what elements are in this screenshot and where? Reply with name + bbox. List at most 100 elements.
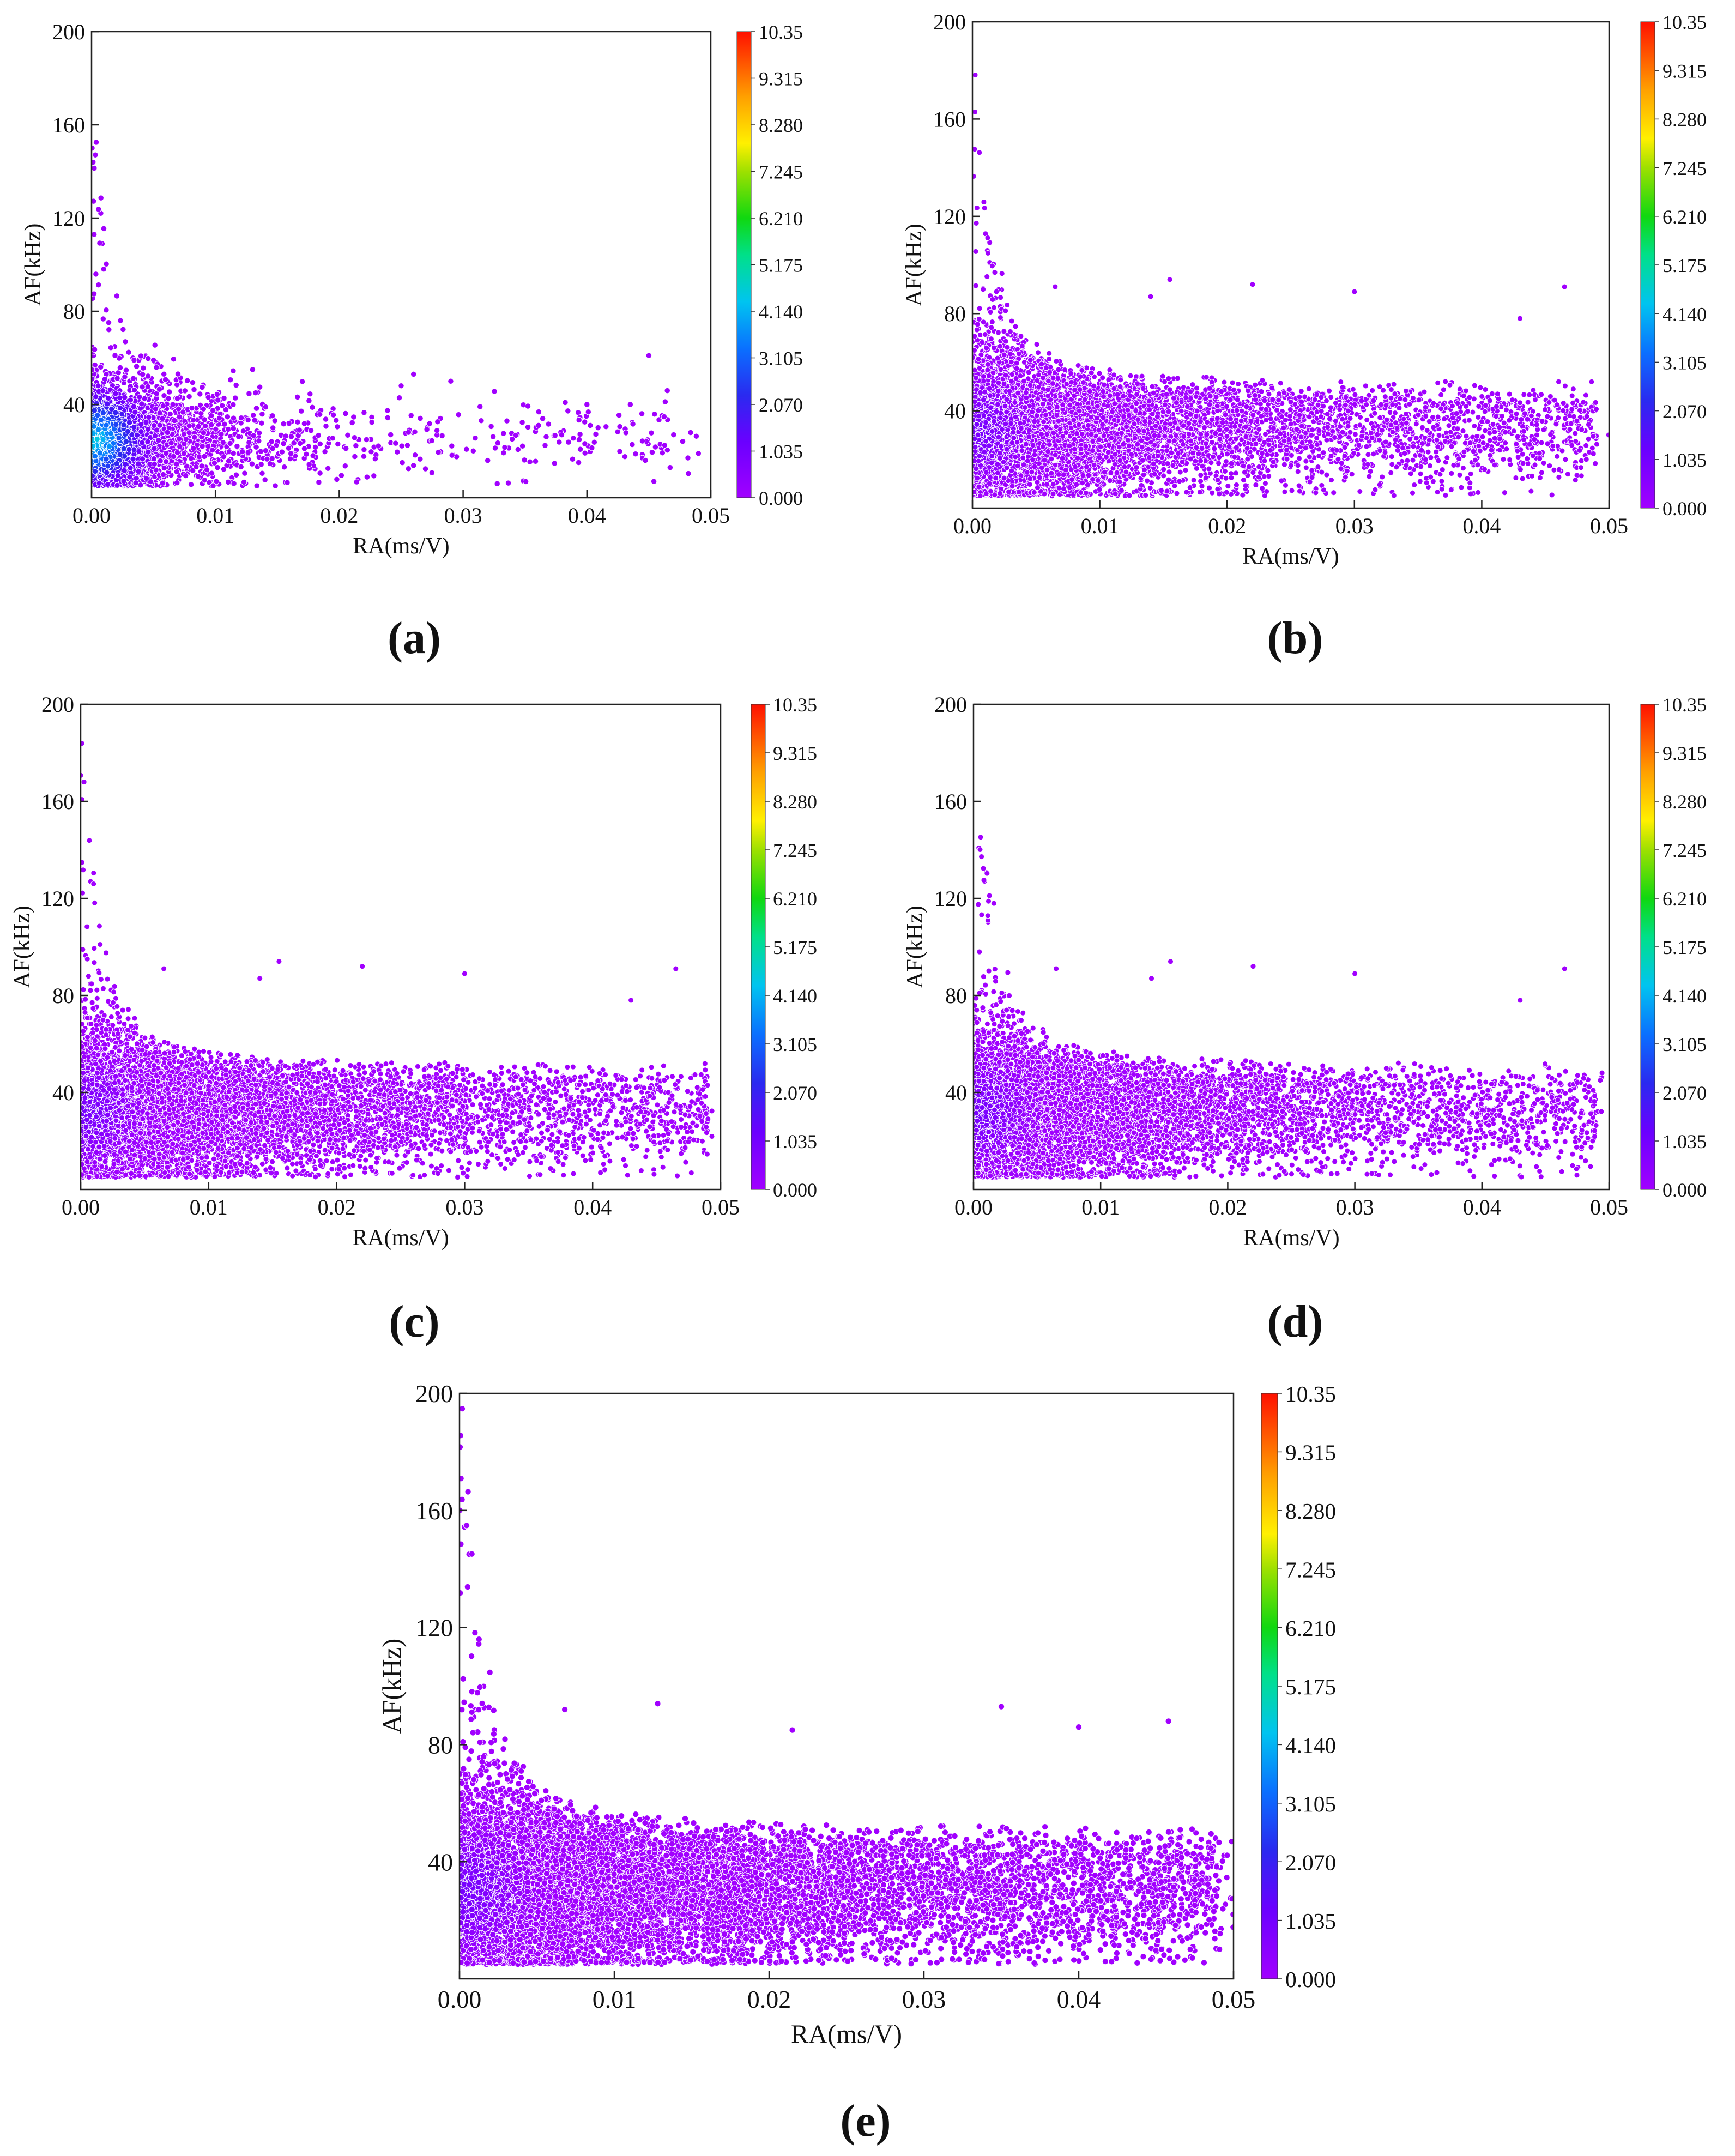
scatter-point	[234, 443, 240, 450]
scatter-point	[262, 403, 269, 410]
scatter-point	[138, 428, 144, 435]
scatter-point	[1269, 385, 1275, 391]
scatter-point	[500, 430, 507, 437]
scatter-point	[186, 430, 192, 436]
scatter-point	[615, 412, 622, 419]
scatter-point	[219, 402, 226, 409]
scatter-point	[98, 416, 104, 424]
scatter-point	[155, 437, 162, 444]
scatter-point	[542, 442, 548, 449]
scatter-point	[161, 464, 167, 472]
scatter-point	[262, 476, 268, 483]
scatter-point	[352, 453, 358, 460]
scatter-point	[470, 448, 476, 454]
scatter-point	[1534, 426, 1541, 433]
scatter-point	[679, 438, 686, 445]
scatter-point	[449, 452, 455, 458]
scatter-point	[659, 450, 666, 456]
scatter-point	[535, 422, 542, 429]
scatter-point	[165, 395, 172, 402]
scatter-point	[168, 440, 174, 446]
scatter-point	[96, 480, 102, 486]
scatter-point	[338, 472, 345, 479]
scatter-point	[577, 431, 583, 438]
scatter-point	[1460, 465, 1466, 472]
scatter-point	[144, 383, 151, 390]
scatter-point	[463, 446, 470, 452]
scatter-point	[258, 420, 265, 426]
scatter-point	[151, 445, 158, 452]
scatter-point	[1149, 383, 1156, 390]
scatter-point	[186, 422, 192, 429]
scatter-point	[279, 449, 285, 455]
scatter-point	[113, 460, 120, 467]
scatter-point	[139, 456, 146, 462]
scatter-point	[317, 411, 323, 418]
scatter-point	[485, 457, 491, 464]
scatter-point	[303, 451, 310, 457]
scatter-point	[515, 446, 521, 453]
scatter-point	[211, 460, 218, 466]
scatter-point	[252, 389, 259, 396]
scatter-point	[208, 412, 215, 419]
scatter-point	[562, 399, 569, 406]
scatter-point	[384, 407, 391, 414]
scatter-point	[552, 432, 558, 439]
scatter-point	[120, 422, 127, 428]
scatter-point	[291, 440, 297, 446]
scatter-point	[1544, 413, 1551, 420]
scatter-point	[412, 428, 418, 435]
scatter-point	[630, 421, 636, 427]
scatter-point	[410, 371, 417, 378]
scatter-point	[316, 479, 322, 486]
scatter-point	[100, 266, 107, 273]
colorbar-tick-label: 6.210	[759, 208, 803, 230]
scatter-point	[664, 447, 670, 454]
scatter-point	[286, 420, 292, 427]
scatter-point	[301, 445, 308, 452]
scatter-point	[645, 352, 652, 359]
scatter-point	[264, 456, 270, 462]
scatter-point	[152, 432, 159, 439]
scatter-point	[667, 464, 673, 471]
scatter-point	[477, 403, 483, 410]
scatter-point	[448, 378, 454, 384]
scatter-point	[112, 409, 119, 416]
scatter-point	[95, 206, 102, 213]
scatter-point	[1506, 391, 1513, 397]
scatter-point	[1277, 380, 1284, 386]
scatter-point	[1323, 397, 1329, 404]
scatter-point	[145, 449, 152, 455]
scatter-point	[405, 429, 412, 436]
scatter-point	[233, 382, 239, 389]
x-tick-label: 0.00	[72, 503, 111, 528]
scatter-point	[210, 407, 216, 414]
scatter-point	[519, 443, 526, 449]
scatter-point	[210, 482, 216, 489]
scatter-point	[198, 463, 205, 469]
scatter-point	[662, 398, 669, 405]
scatter-point	[93, 271, 99, 277]
scatter-point	[433, 427, 440, 434]
scatter-point	[271, 418, 278, 424]
scatter-point	[410, 462, 417, 469]
scatter-point	[256, 430, 263, 436]
scatter-point	[297, 440, 304, 447]
scatter-point	[1328, 477, 1334, 484]
scatter-point	[1370, 451, 1377, 457]
scatter-point	[312, 444, 319, 451]
scatter-point	[189, 379, 196, 386]
scatter-point	[558, 431, 565, 438]
plot-frame	[90, 31, 712, 499]
scatter-point	[1225, 483, 1231, 490]
scatter-point	[582, 440, 588, 447]
scatter-point	[296, 427, 303, 433]
scatter-point	[551, 460, 558, 467]
scatter-point	[343, 445, 349, 452]
scatter-point	[330, 412, 337, 418]
scatter-point	[306, 461, 312, 468]
scatter-point	[500, 450, 507, 456]
scatter-point	[121, 467, 128, 474]
scatter-point	[183, 436, 189, 443]
scatter-point	[249, 461, 256, 467]
